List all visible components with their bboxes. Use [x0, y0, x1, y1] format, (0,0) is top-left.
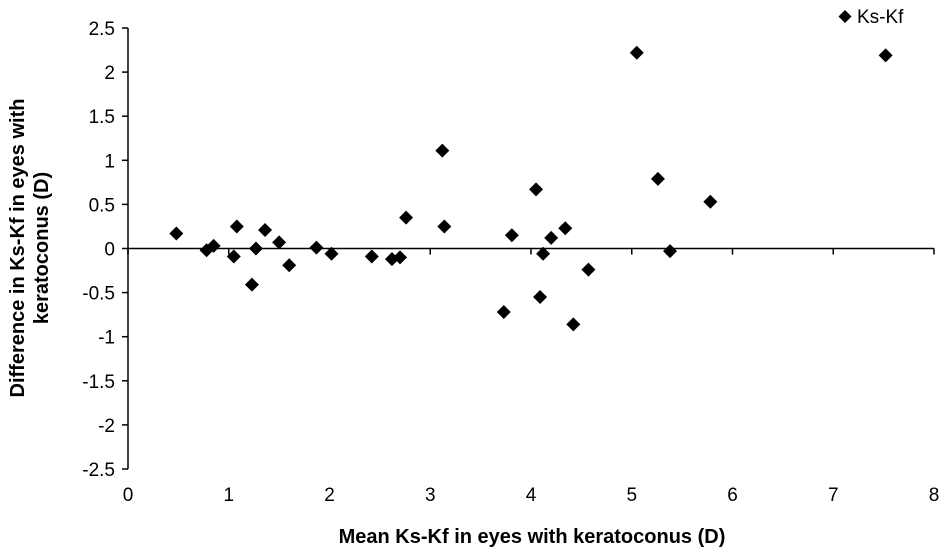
y-tick-label: -2 — [98, 416, 115, 437]
data-point-diamond — [364, 249, 379, 264]
axes — [122, 27, 935, 470]
data-point-diamond — [703, 194, 718, 209]
data-point-diamond — [282, 258, 297, 273]
data-point-diamond — [169, 226, 184, 241]
x-axis-title: Mean Ks-Kf in eyes with keratoconus (D) — [339, 526, 726, 548]
data-point-diamond — [663, 244, 678, 259]
x-tick-label: 1 — [223, 485, 234, 506]
data-point-diamond — [324, 246, 339, 261]
legend-label: Ks-Kf — [857, 7, 904, 28]
data-point-diamond — [878, 48, 893, 63]
y-tick-label: -1.5 — [82, 372, 115, 393]
data-point-diamond — [581, 262, 596, 277]
y-tick-labels: 2.5 2 1.5 1 0.5 0 -0.5 -1 -1.5 -2 -2.5 — [82, 19, 115, 481]
data-point-diamond — [629, 45, 644, 60]
data-point-diamond — [244, 277, 259, 292]
data-point-diamond — [533, 290, 548, 305]
data-point-diamond — [258, 222, 273, 237]
x-tick-label: 8 — [929, 485, 940, 506]
data-point-diamond — [399, 210, 414, 225]
data-point-diamond — [309, 240, 324, 255]
y-tick-label: -2.5 — [82, 460, 115, 481]
data-point-diamond — [437, 219, 452, 234]
y-tick-label: 2 — [104, 63, 115, 84]
y-axis-title-line-1: Difference in Ks-Kf in eyes with — [7, 99, 29, 398]
data-points — [169, 45, 893, 332]
data-point-diamond — [393, 250, 408, 265]
y-axis-title-line-2: keratoconus (D) — [31, 172, 53, 324]
x-tick-label: 0 — [123, 485, 134, 506]
y-tick-label: 0.5 — [89, 195, 115, 216]
data-point-diamond — [544, 230, 559, 245]
y-tick-label: 0 — [104, 240, 115, 261]
data-point-diamond — [650, 171, 665, 186]
y-tick-label: 2.5 — [89, 19, 115, 40]
y-axis-title: Difference in Ks-Kf in eyes with keratoc… — [7, 99, 53, 398]
data-point-diamond — [536, 246, 551, 261]
x-tick-label: 5 — [626, 485, 637, 506]
y-tick-label: -1 — [98, 328, 115, 349]
data-point-diamond — [566, 317, 581, 332]
x-tick-label: 4 — [526, 485, 537, 506]
y-tick-label: 1 — [104, 151, 115, 172]
data-point-diamond — [504, 228, 519, 243]
x-tick-labels: 0 1 2 3 4 5 6 7 8 — [123, 485, 940, 506]
data-point-diamond — [248, 241, 263, 256]
x-tick-label: 3 — [425, 485, 436, 506]
data-point-diamond — [529, 182, 544, 197]
data-point-diamond — [206, 238, 221, 253]
data-point-diamond — [226, 249, 241, 264]
data-point-diamond — [272, 235, 287, 250]
data-point-diamond — [384, 252, 399, 267]
data-point-diamond — [435, 143, 450, 158]
x-tick-label: 2 — [324, 485, 335, 506]
data-point-diamond — [496, 305, 511, 320]
legend-diamond-marker — [838, 10, 852, 23]
x-tick-label: 7 — [828, 485, 839, 506]
y-tick-label: 1.5 — [89, 107, 115, 128]
y-tick-label: -0.5 — [82, 284, 115, 305]
x-tick-label: 6 — [727, 485, 738, 506]
data-point-diamond — [558, 221, 573, 236]
legend: Ks-Kf — [838, 7, 904, 28]
data-point-diamond — [229, 219, 244, 234]
